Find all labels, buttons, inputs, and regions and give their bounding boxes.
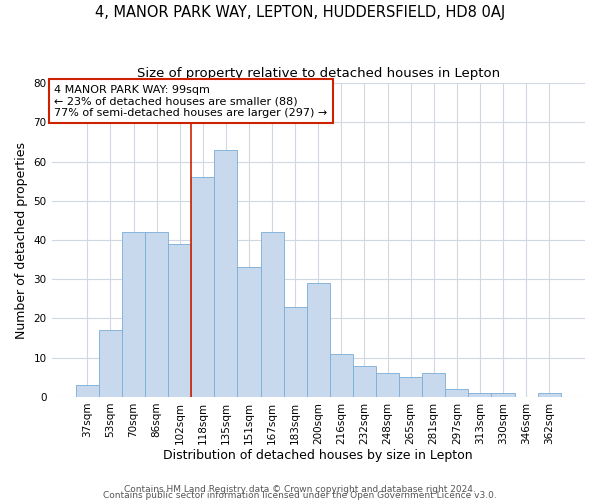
Bar [307,283,330,397]
Text: Contains HM Land Registry data © Crown copyright and database right 2024.: Contains HM Land Registry data © Crown c… [124,484,476,494]
Bar [538,393,561,397]
Bar [191,177,214,397]
Bar [284,306,307,397]
Bar [122,232,145,397]
Bar [376,374,399,397]
Bar [330,354,353,397]
Y-axis label: Number of detached properties: Number of detached properties [15,142,28,338]
Bar [238,268,260,397]
Bar [469,393,491,397]
Bar [491,393,515,397]
Text: 4 MANOR PARK WAY: 99sqm
← 23% of detached houses are smaller (88)
77% of semi-de: 4 MANOR PARK WAY: 99sqm ← 23% of detache… [54,84,328,118]
Bar [399,378,422,397]
Bar [99,330,122,397]
Title: Size of property relative to detached houses in Lepton: Size of property relative to detached ho… [137,68,500,80]
Bar [168,244,191,397]
Text: 4, MANOR PARK WAY, LEPTON, HUDDERSFIELD, HD8 0AJ: 4, MANOR PARK WAY, LEPTON, HUDDERSFIELD,… [95,5,505,20]
Bar [214,150,238,397]
Bar [445,389,469,397]
Text: Contains public sector information licensed under the Open Government Licence v3: Contains public sector information licen… [103,490,497,500]
Bar [422,374,445,397]
Bar [260,232,284,397]
Bar [76,385,99,397]
Bar [353,366,376,397]
X-axis label: Distribution of detached houses by size in Lepton: Distribution of detached houses by size … [163,450,473,462]
Bar [145,232,168,397]
